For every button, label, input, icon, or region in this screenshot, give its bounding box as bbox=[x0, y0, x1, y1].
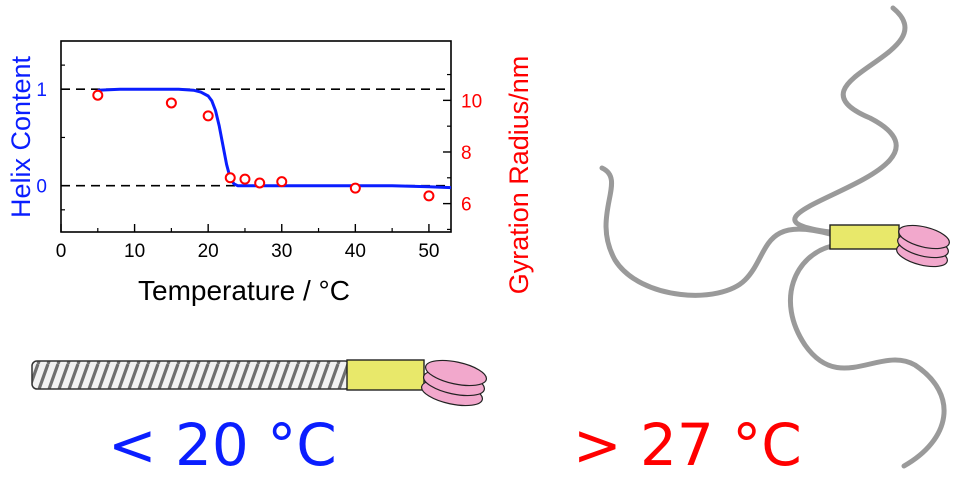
plot-frame bbox=[60, 40, 452, 233]
rod-end-blob-3 bbox=[424, 359, 488, 387]
left-axis-label: Helix Content bbox=[6, 55, 36, 218]
gyration-radius-point bbox=[276, 176, 288, 188]
coil-end-block bbox=[829, 224, 900, 250]
series-layer bbox=[92, 87, 452, 202]
x-tick-label: 20 bbox=[198, 241, 219, 262]
coiled-chain-molecule bbox=[599, 5, 950, 469]
left-tick-label: 1 bbox=[36, 80, 47, 101]
x-tick-label: 30 bbox=[271, 241, 292, 262]
x-axis-label: Temperature / °C bbox=[138, 275, 350, 306]
x-axis-ticks: 0 10 20 30 40 50 bbox=[56, 224, 439, 262]
reference-lines bbox=[61, 88, 451, 187]
gyration-radius-point bbox=[423, 190, 435, 202]
left-axis-ticks: 01 bbox=[36, 64, 69, 211]
right-tick-label: 10 bbox=[461, 91, 482, 112]
right-axis-label: Gyration Radius/nm bbox=[504, 56, 534, 295]
helical-rod-molecule bbox=[31, 359, 488, 407]
rod-end-block bbox=[346, 359, 425, 391]
x-tick-label: 10 bbox=[124, 241, 145, 262]
helical-rod bbox=[31, 360, 351, 390]
coil-end-blob-3 bbox=[898, 224, 950, 250]
right-tick-label: 8 bbox=[461, 143, 472, 164]
gyration-radius-point bbox=[349, 182, 361, 194]
gyration-radius-point bbox=[92, 89, 104, 101]
left-tick-label: 0 bbox=[36, 177, 47, 198]
gyration-radius-point bbox=[224, 172, 236, 184]
gyration-radius-point bbox=[239, 173, 251, 185]
x-tick-label: 0 bbox=[56, 241, 67, 262]
gyration-radius-point bbox=[202, 110, 214, 122]
gyration-radius-point bbox=[165, 97, 177, 109]
gyration-radius-point bbox=[254, 177, 266, 189]
coil-chain-bottom bbox=[787, 243, 947, 469]
x-tick-label: 50 bbox=[418, 241, 439, 262]
x-tick-label: 40 bbox=[345, 241, 366, 262]
coil-chain-top bbox=[792, 5, 908, 235]
high-temp-label: > 27 °C bbox=[573, 411, 802, 477]
coil-chain-left bbox=[599, 165, 833, 298]
right-axis-ticks: 6 8 10 bbox=[443, 73, 482, 231]
low-temp-label: < 20 °C bbox=[108, 411, 337, 477]
right-tick-label: 6 bbox=[461, 195, 472, 216]
helix-content-line bbox=[97, 87, 452, 190]
